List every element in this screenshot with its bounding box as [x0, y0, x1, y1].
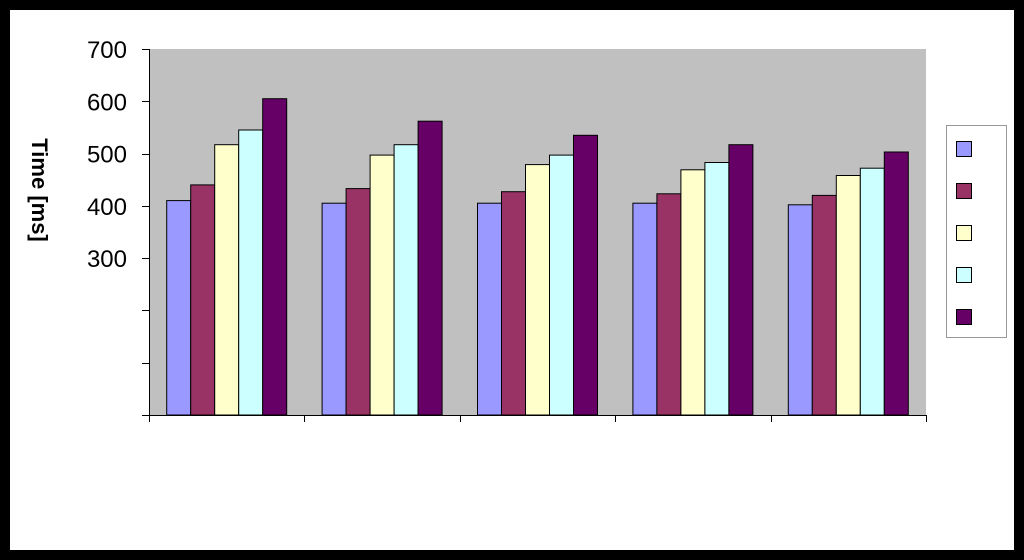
legend-swatch [956, 225, 972, 241]
bars-group [166, 98, 909, 416]
bar [321, 202, 347, 416]
legend-swatch [956, 267, 972, 283]
bar [393, 144, 419, 416]
bar [238, 129, 264, 416]
bar [369, 154, 395, 416]
bar [214, 144, 240, 416]
bar [262, 98, 288, 416]
bar [573, 134, 598, 416]
bar [811, 194, 837, 416]
bar [632, 202, 658, 416]
bar [656, 193, 682, 416]
bar [680, 169, 706, 416]
bar [477, 202, 502, 416]
bar [787, 204, 813, 416]
bar [417, 120, 443, 416]
y-tick-label: 300 [87, 246, 127, 273]
bar-chart: 700 600 500 400 300 Time [ms] [27, 37, 1007, 422]
bar [704, 162, 730, 416]
bar [549, 154, 574, 416]
y-tick-label: 400 [87, 194, 127, 221]
chart-frame: 700 600 500 400 300 Time [ms] [10, 10, 1014, 550]
bar [835, 175, 861, 416]
bar [501, 191, 526, 416]
bar [525, 164, 550, 416]
bar [166, 200, 192, 416]
y-tick-label: 600 [87, 89, 127, 116]
bar [190, 184, 216, 416]
bar [883, 151, 909, 416]
y-axis-label: Time [ms] [27, 138, 52, 242]
legend [946, 125, 1007, 338]
legend-swatch [956, 309, 972, 325]
legend-swatch [956, 183, 972, 199]
y-tick-label: 500 [87, 142, 127, 169]
legend-swatch [956, 141, 972, 157]
bar [859, 167, 885, 416]
y-axis-ticks: 700 600 500 400 300 [87, 37, 149, 416]
y-tick-label: 700 [87, 37, 127, 64]
bar [345, 188, 371, 416]
legend-box [946, 125, 1007, 338]
x-axis-ticks [149, 415, 927, 422]
bar [728, 144, 754, 416]
